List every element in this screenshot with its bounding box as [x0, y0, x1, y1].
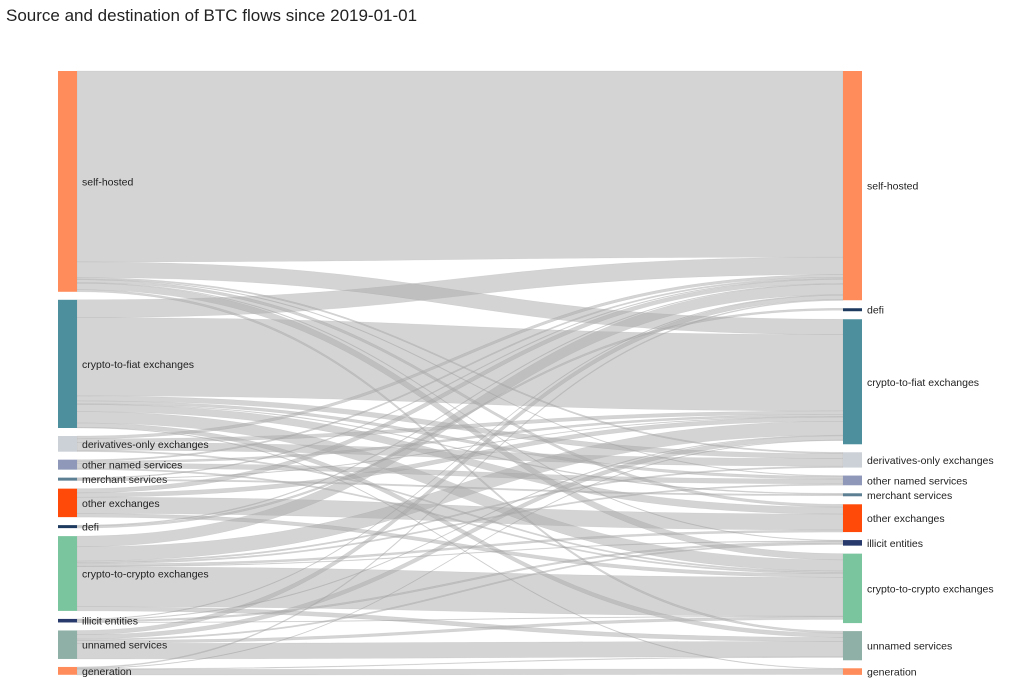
source-node-crypto-to-crypto[interactable] [58, 536, 77, 611]
target-label-crypto-to-crypto: crypto-to-crypto exchanges [867, 583, 994, 595]
target-node-defi[interactable] [843, 308, 862, 312]
target-label-self-hosted: self-hosted [867, 181, 919, 193]
source-label-other-exchanges: other exchanges [82, 498, 160, 510]
target-node-other-exchanges[interactable] [843, 504, 862, 533]
flow-self-hosted-to-self-hosted[interactable] [76, 70, 844, 263]
source-node-self-hosted[interactable] [58, 71, 77, 292]
source-node-generation[interactable] [58, 666, 77, 675]
source-node-crypto-to-fiat[interactable] [58, 299, 77, 428]
source-label-illicit: illicit entities [82, 616, 138, 628]
target-node-crypto-to-crypto[interactable] [843, 553, 862, 624]
source-node-unnamed[interactable] [58, 630, 77, 659]
source-node-other-named[interactable] [58, 459, 77, 470]
source-label-crypto-to-fiat: crypto-to-fiat exchanges [82, 359, 194, 371]
target-node-other-named[interactable] [843, 475, 862, 486]
target-label-unnamed: unnamed services [867, 641, 952, 653]
target-node-derivatives[interactable] [843, 452, 862, 468]
target-label-crypto-to-fiat: crypto-to-fiat exchanges [867, 377, 979, 389]
source-label-derivatives: derivatives-only exchanges [82, 439, 209, 451]
target-label-merchant: merchant services [867, 490, 952, 502]
target-node-merchant[interactable] [843, 493, 862, 497]
source-label-defi: defi [82, 522, 99, 534]
flow-generation-to-self-hosted[interactable] [76, 299, 844, 669]
target-label-other-named: other named services [867, 475, 967, 487]
source-node-merchant[interactable] [58, 477, 77, 481]
source-node-defi[interactable] [58, 525, 77, 529]
target-label-illicit: illicit entities [867, 538, 923, 550]
source-node-illicit[interactable] [58, 618, 77, 623]
target-node-self-hosted[interactable] [843, 71, 862, 301]
target-node-illicit[interactable] [843, 540, 862, 546]
target-label-generation: generation [867, 667, 917, 679]
source-label-unnamed: unnamed services [82, 640, 167, 652]
source-label-other-named: other named services [82, 460, 182, 472]
target-node-unnamed[interactable] [843, 631, 862, 661]
flow-crypto-to-crypto-to-derivatives[interactable] [76, 466, 844, 563]
sankey-labels: self-hosted crypto-to-fiat exchanges deriv… [82, 176, 994, 678]
source-node-derivatives[interactable] [58, 435, 77, 452]
flow-unnamed-to-unnamed[interactable] [76, 641, 844, 660]
flow-generation-to-generation[interactable] [76, 668, 844, 676]
target-node-generation[interactable] [843, 668, 862, 675]
target-label-other-exchanges: other exchanges [867, 513, 945, 525]
sankey-nodes [58, 71, 862, 675]
source-label-self-hosted: self-hosted [82, 176, 134, 188]
source-label-generation: generation [82, 666, 132, 678]
target-label-derivatives: derivatives-only exchanges [867, 455, 994, 467]
flow-links [76, 70, 844, 676]
source-node-other-exchanges[interactable] [58, 488, 77, 518]
target-label-defi: defi [867, 305, 884, 317]
source-label-merchant: merchant services [82, 474, 167, 486]
target-node-crypto-to-fiat[interactable] [843, 319, 862, 445]
page-title: Source and destination of BTC flows sinc… [6, 6, 418, 25]
source-label-crypto-to-crypto: crypto-to-crypto exchanges [82, 569, 209, 581]
